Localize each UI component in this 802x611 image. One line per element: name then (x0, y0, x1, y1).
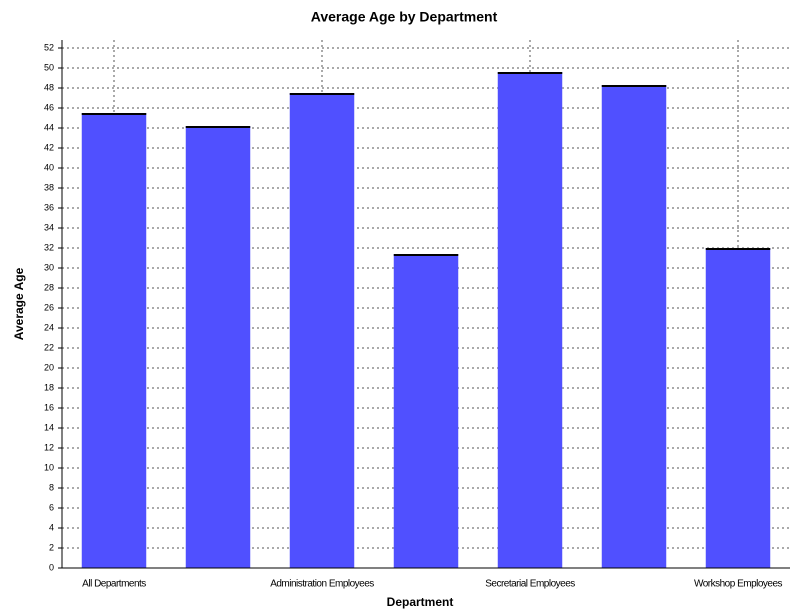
y-tick-label: 24 (44, 322, 54, 332)
y-tick-label: 42 (44, 142, 54, 152)
y-axis-label: Average Age (12, 267, 26, 340)
y-tick-label: 4 (49, 522, 54, 532)
y-tick-label: 8 (49, 482, 54, 492)
bar (289, 93, 355, 568)
bar (601, 85, 667, 568)
y-tick-label: 28 (44, 282, 54, 292)
x-tick-label: Secretarial Employees (485, 579, 575, 590)
y-tick-label: 14 (44, 422, 54, 432)
y-tick-label: 12 (44, 442, 54, 452)
y-tick-label: 16 (44, 402, 54, 412)
y-tick-label: 48 (44, 82, 54, 92)
y-tick-label: 50 (44, 62, 54, 72)
x-tick-label: Workshop Employees (694, 579, 783, 590)
x-tick-label: Administration Employees (270, 579, 374, 590)
y-tick-label: 0 (49, 562, 54, 572)
bar (185, 126, 251, 568)
y-tick-label: 6 (49, 502, 54, 512)
y-tick-label: 30 (44, 262, 54, 272)
y-tick-label: 46 (44, 102, 54, 112)
bar (81, 113, 147, 568)
y-tick-label: 20 (44, 362, 54, 372)
bar (393, 254, 459, 568)
y-tick-label: 40 (44, 162, 54, 172)
y-tick-label: 36 (44, 202, 54, 212)
x-axis-label: Department (387, 595, 454, 609)
chart-title: Average Age by Department (311, 9, 498, 25)
y-tick-label: 32 (44, 242, 54, 252)
y-tick-label: 2 (49, 542, 54, 552)
y-tick-label: 18 (44, 382, 54, 392)
bar (497, 72, 563, 568)
y-tick-label: 38 (44, 182, 54, 192)
bar (705, 248, 771, 568)
y-tick-label: 22 (44, 342, 54, 352)
y-tick-label: 10 (44, 462, 54, 472)
y-tick-label: 44 (44, 122, 54, 132)
y-tick-label: 26 (44, 302, 54, 312)
y-tick-label: 52 (44, 42, 54, 52)
y-tick-label: 34 (44, 222, 54, 232)
x-tick-label: All Departments (82, 579, 146, 590)
